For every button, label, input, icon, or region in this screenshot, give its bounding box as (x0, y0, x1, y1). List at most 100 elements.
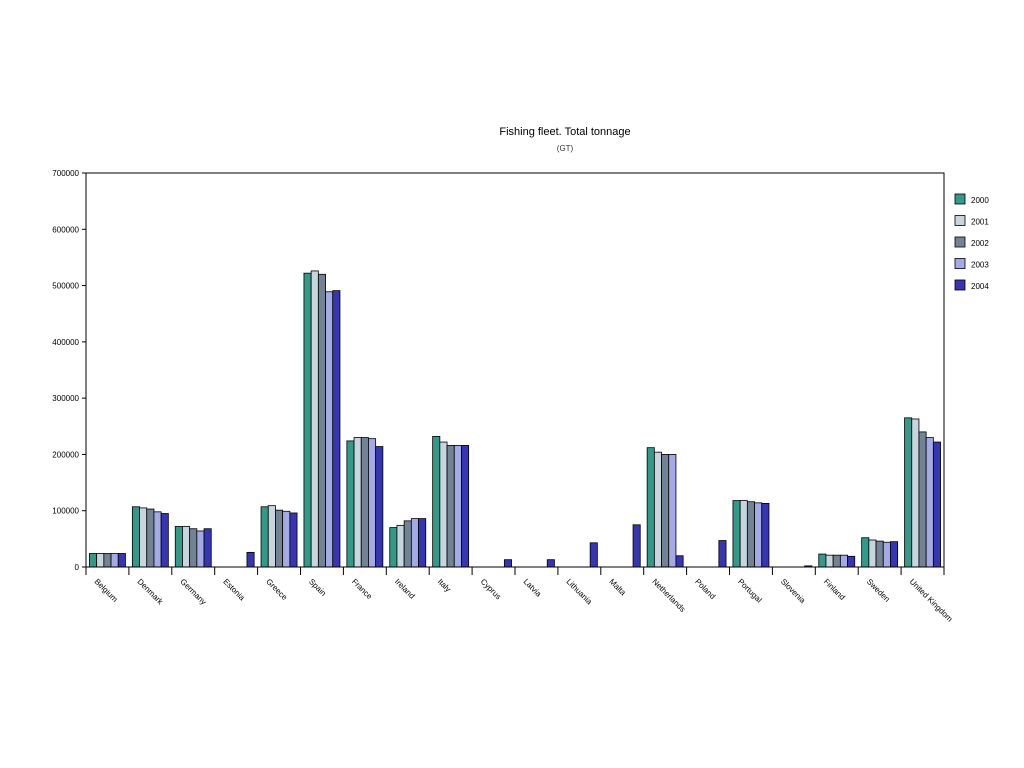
bar (203, 528, 212, 568)
category-label: Sweden (865, 577, 892, 604)
category-label: Belgium (93, 577, 120, 604)
bar (890, 541, 899, 568)
bar (675, 555, 684, 568)
bar (832, 554, 841, 568)
bar (310, 270, 319, 568)
bar (646, 447, 655, 568)
legend-label: 2001 (971, 218, 989, 227)
bar (317, 273, 326, 568)
y-tick-label: 500000 (52, 282, 79, 291)
bar (847, 555, 856, 568)
bar (868, 539, 877, 568)
legend-label: 2000 (971, 196, 989, 205)
bar (932, 441, 941, 568)
category-label: Ireland (393, 577, 417, 601)
bar (461, 445, 470, 568)
category-label: Germany (178, 577, 208, 607)
legend-swatch (954, 193, 966, 205)
bars (89, 270, 941, 568)
bar (131, 506, 140, 568)
bar (368, 438, 377, 568)
category-label: France (350, 577, 374, 601)
plot-area (85, 172, 945, 568)
bar (389, 527, 398, 568)
legend-swatch (954, 279, 966, 291)
category-label: Italy (436, 577, 453, 594)
y-tick-label: 200000 (52, 450, 79, 459)
bar (668, 454, 677, 568)
bar (589, 542, 598, 568)
bar (110, 553, 119, 568)
y-tick-label: 700000 (52, 169, 79, 178)
bar (546, 559, 555, 568)
bar (267, 505, 276, 568)
category-label: United Kingdom (908, 577, 955, 624)
bar (260, 506, 269, 568)
y-tick-label: 400000 (52, 338, 79, 347)
bar (303, 272, 312, 568)
bar (289, 512, 298, 568)
bar (189, 528, 198, 568)
bar (904, 417, 913, 568)
bar (103, 553, 112, 568)
bar (818, 553, 827, 568)
bar (925, 437, 934, 568)
category-label: Malta (607, 577, 628, 598)
bar (117, 553, 126, 568)
category-label: Portugal (736, 577, 764, 605)
category-label: Greece (264, 577, 289, 602)
bar (353, 437, 362, 568)
legend-swatch (954, 258, 966, 269)
y-tick-label: 300000 (52, 394, 79, 403)
category-label: Slovenia (779, 577, 807, 605)
bar (453, 445, 462, 568)
y-tick-label: 600000 (52, 225, 79, 234)
category-label: Finland (822, 577, 847, 602)
chart-subtitle: (GT) (557, 144, 574, 153)
bar (89, 553, 98, 568)
bar (503, 559, 512, 568)
bar (661, 454, 670, 568)
bar (96, 553, 105, 568)
bar (653, 451, 662, 568)
bar (446, 445, 455, 568)
y-tick-label: 0 (75, 563, 80, 572)
bar (246, 551, 255, 568)
x-axis: Belgium Denmark Germany Estonia Greece Spain F… (85, 567, 955, 624)
bar (182, 526, 191, 568)
bar (875, 540, 884, 568)
bar (282, 510, 291, 568)
bar (754, 502, 763, 568)
bar (911, 418, 920, 568)
bar (882, 541, 891, 568)
bar (918, 431, 927, 568)
bar (196, 530, 205, 568)
bar (360, 437, 369, 568)
bar (375, 446, 384, 568)
category-label: Latvia (522, 577, 544, 599)
bar (718, 540, 727, 568)
category-label: Poland (693, 577, 717, 601)
bar (403, 520, 412, 568)
bar (825, 554, 834, 568)
bar (861, 537, 870, 568)
bar (325, 291, 334, 568)
category-label: Netherlands (650, 577, 687, 614)
legend-label: 2002 (971, 239, 989, 248)
bar (732, 500, 741, 568)
bar (174, 526, 183, 568)
legend-swatch (954, 236, 966, 248)
bar (160, 513, 169, 568)
legend-label: 2004 (971, 282, 989, 291)
category-label: Cyprus (479, 577, 503, 601)
y-axis: 0 100000 200000 300000 400000 500000 600000 700… (52, 169, 86, 572)
category-label: Denmark (135, 577, 165, 607)
bar (332, 290, 341, 568)
legend-swatch (954, 215, 966, 226)
bar (761, 502, 770, 568)
bar (410, 518, 419, 568)
bar (418, 518, 427, 568)
bar (746, 501, 755, 568)
chart-title: Fishing fleet. Total tonnage (499, 126, 630, 138)
